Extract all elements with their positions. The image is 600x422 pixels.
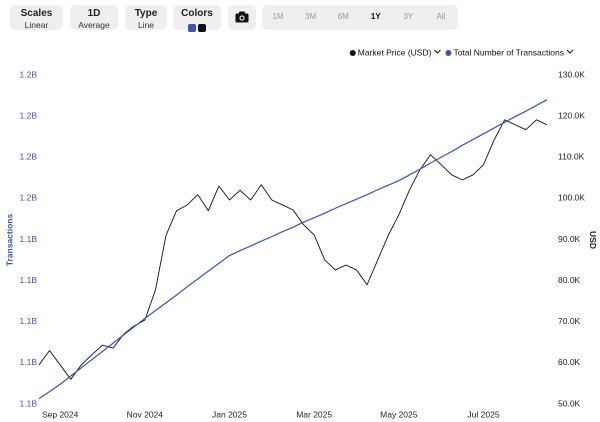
x-tick-label: Jan 2025 — [212, 409, 247, 419]
button-value: Average — [78, 20, 110, 30]
toolbar-button[interactable]: Type Line — [125, 5, 167, 30]
legend-chevron — [566, 49, 574, 54]
y-tick-label: 1.1B — [20, 275, 38, 285]
color-swatches — [187, 19, 207, 36]
button-label: 1D — [87, 8, 101, 19]
y2-tick-label: 110.0K — [558, 152, 585, 162]
y2-tick-label: 50.0K — [558, 398, 581, 408]
x-tick-label: May 2025 — [380, 409, 418, 419]
y-tick-label: 1.1B — [20, 316, 38, 326]
y-tick-label: 1.2B — [20, 69, 38, 79]
color-swatch — [188, 24, 196, 32]
y-tick-label: 1.2B — [20, 152, 38, 162]
legend-marker — [349, 50, 356, 56]
range-button[interactable]: 6M — [337, 12, 349, 21]
x-tick-label: Jul 2025 — [467, 409, 499, 419]
button-label: Type — [134, 8, 158, 19]
legend-label: Total Number of Transactions — [453, 47, 564, 57]
range-button[interactable]: 3M — [305, 12, 317, 21]
y2-tick-label: 100.0K — [558, 193, 585, 203]
range-button[interactable]: 1Y — [370, 12, 381, 21]
y-tick-label: 1.2B — [20, 110, 38, 120]
button-value: Line — [137, 20, 155, 30]
series-line — [38, 99, 548, 400]
button-value: Linear — [24, 20, 49, 30]
legend-item[interactable]: Total Number of Transactions — [445, 47, 574, 57]
legend-chevron — [434, 49, 441, 54]
range-button[interactable]: 3Y — [403, 12, 414, 21]
toolbar-button[interactable]: 1D Average — [70, 5, 118, 30]
y2-axis-title: USD — [588, 231, 598, 249]
y2-tick-label: 130.0K — [558, 69, 585, 79]
y-tick-label: 1.1B — [20, 234, 38, 244]
colors-button[interactable]: Colors — [173, 5, 221, 32]
y-axis-title: Transactions — [4, 214, 14, 267]
x-tick-label: Sep 2024 — [42, 409, 79, 419]
legend-label: Market Price (USD) — [358, 47, 432, 57]
range-button[interactable]: All — [436, 12, 446, 21]
legend-item[interactable]: Market Price (USD) — [349, 47, 441, 57]
series-line — [38, 119, 548, 380]
y2-tick-label: 60.0K — [558, 357, 581, 367]
y2-tick-label: 90.0K — [558, 234, 581, 244]
camera-icon — [235, 11, 249, 23]
y2-tick-label: 80.0K — [558, 275, 581, 285]
y2-tick-label: 70.0K — [558, 316, 581, 326]
colors-label: Colors — [181, 8, 213, 19]
y2-tick-label: 120.0K — [558, 110, 585, 120]
x-tick-label: Mar 2025 — [296, 409, 332, 419]
legend-marker — [445, 50, 452, 56]
snapshot-button[interactable] — [228, 5, 256, 30]
toolbar-button[interactable]: Scales Linear — [10, 5, 63, 30]
button-label: Scales — [20, 8, 53, 19]
range-selector: 1M 3M 6M 1Y 3Y All — [262, 5, 458, 30]
y-tick-label: 1.1B — [20, 398, 38, 408]
y-tick-label: 1.1B — [20, 357, 38, 367]
color-swatch — [198, 24, 206, 32]
range-button[interactable]: 1M — [272, 12, 284, 21]
x-tick-label: Nov 2024 — [127, 409, 164, 419]
y-tick-label: 1.2B — [20, 193, 38, 203]
